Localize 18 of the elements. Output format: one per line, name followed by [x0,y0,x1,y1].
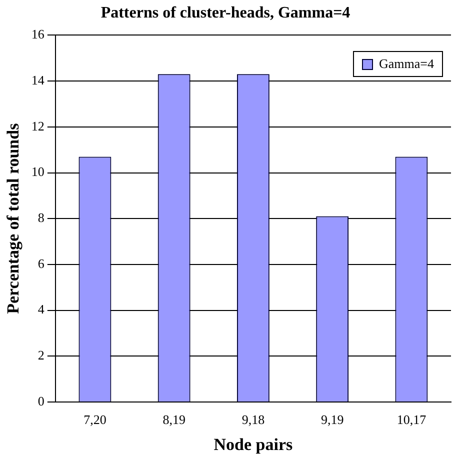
y-tick-label: 8 [38,210,44,226]
x-tick-label: 9,19 [320,412,344,428]
legend-label: Gamma=4 [379,56,434,72]
y-tick-label: 12 [31,118,44,134]
x-axis-title: Node pairs [214,435,294,454]
y-axis-title: Percentage of total rounds [4,122,23,314]
x-tick-label: 10,17 [396,412,427,428]
y-tick-label: 4 [38,302,45,317]
y-tick-label: 10 [31,164,44,180]
x-tick-label: 8,19 [162,412,186,428]
chart-title: Patterns of cluster-heads, Gamma=4 [100,4,350,22]
x-tick-label: 9,18 [242,412,265,428]
y-tick-label: 6 [38,256,45,271]
y-tick-label: 16 [31,26,45,42]
y-tick-label: 0 [38,393,44,408]
y-tick-label: 14 [31,72,45,88]
x-tick-label: 7,20 [84,412,106,428]
y-tick-label: 2 [38,348,44,363]
